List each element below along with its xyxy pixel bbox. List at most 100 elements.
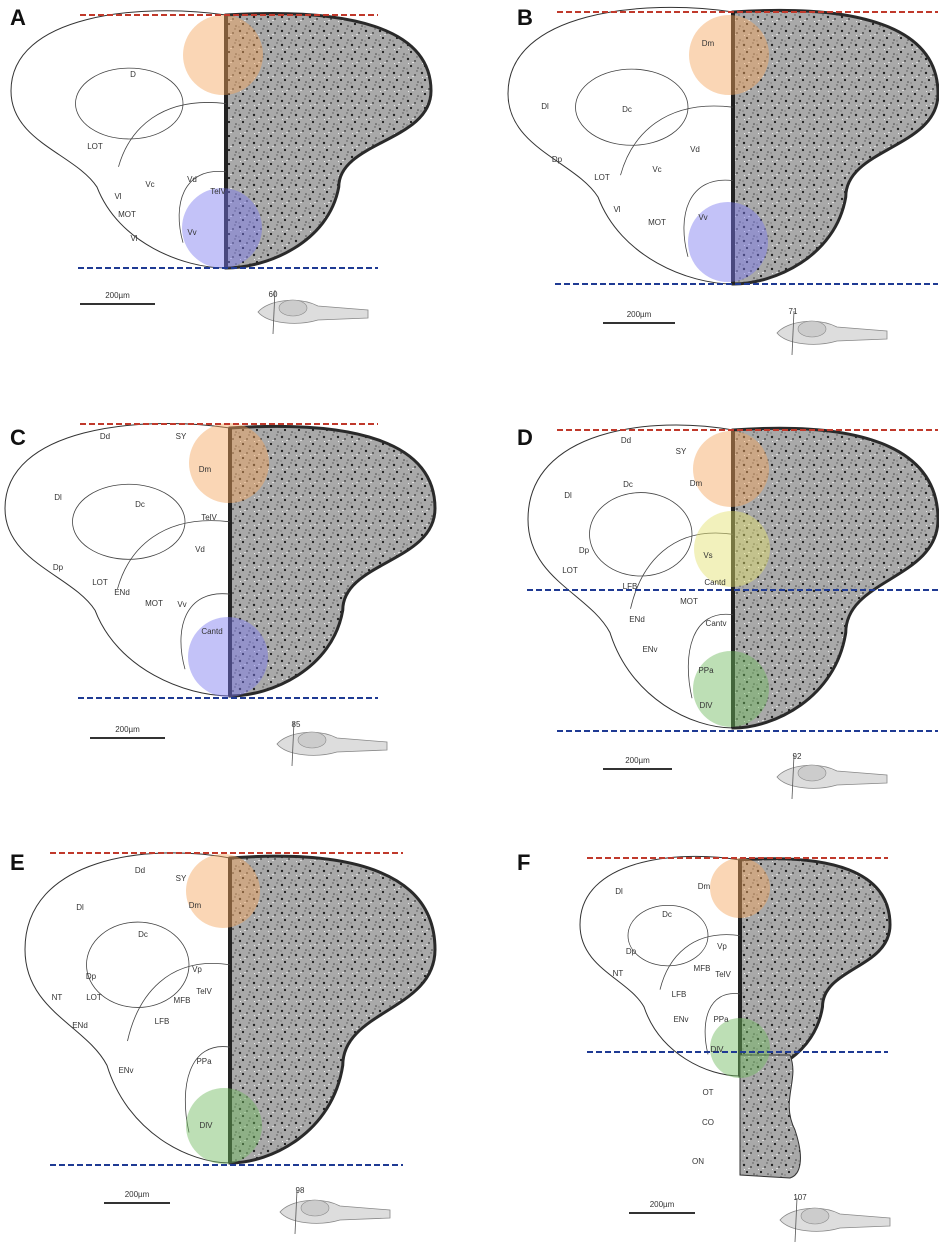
region-label: Dl <box>564 491 572 500</box>
region-label: LFB <box>623 582 638 591</box>
region-label: CO <box>702 1118 714 1127</box>
region-highlight <box>710 858 770 918</box>
brain-sketch <box>798 321 826 337</box>
region-label: DlV <box>700 701 714 710</box>
region-label: Vl <box>114 192 121 201</box>
region-label: NT <box>613 969 624 978</box>
region-highlight <box>694 511 770 587</box>
region-label: Dp <box>552 155 563 164</box>
region-label: ENv <box>118 1066 133 1075</box>
region-label: Dm <box>698 882 711 891</box>
panel-letter: B <box>517 5 533 30</box>
scale-label: 200µm <box>125 1190 150 1199</box>
region-label: LFB <box>155 1017 170 1026</box>
region-label: TelV <box>196 987 212 996</box>
region-label: Dm <box>199 465 212 474</box>
region-label: PPa <box>196 1057 212 1066</box>
region-label: ENv <box>642 645 657 654</box>
section-number: 71 <box>789 307 798 316</box>
region-label: ON <box>692 1157 704 1166</box>
section-number: 107 <box>793 1193 807 1202</box>
region-label: TelV <box>715 970 731 979</box>
region-highlight <box>693 431 769 507</box>
region-label: SY <box>176 432 187 441</box>
region-label: Dl <box>615 887 623 896</box>
region-label: Dp <box>626 947 637 956</box>
region-label: Dp <box>53 563 64 572</box>
scale-label: 200µm <box>650 1200 675 1209</box>
brain-sketch <box>798 765 826 781</box>
figure: D LOT Vc Vd TelV Vl MOT Vv Vl A 200µm 60 Dm Dl Dc Vd Dp L… <box>0 0 939 1248</box>
region-label: Vv <box>698 213 707 222</box>
region-label: Vd <box>690 145 700 154</box>
region-highlight <box>693 651 769 727</box>
region-label: Dc <box>135 500 145 509</box>
region-label: MOT <box>145 599 163 608</box>
region-label: Dc <box>138 930 148 939</box>
panel-letter: A <box>10 5 26 30</box>
region-highlight <box>188 617 268 697</box>
region-label: Vd <box>187 175 197 184</box>
region-label: Vv <box>187 228 196 237</box>
panel: DdSYDlDcDmVsDpLOTLFBCantdMOTENdCantvENvP… <box>517 425 938 799</box>
scale-label: 200µm <box>105 291 130 300</box>
region-label: Dd <box>135 866 145 875</box>
region-label: Dc <box>662 910 672 919</box>
section-number: 60 <box>269 290 278 299</box>
scale-label: 200µm <box>115 725 140 734</box>
region-label: Dm <box>189 901 202 910</box>
region-label: Dl <box>76 903 84 912</box>
region-label: Vp <box>717 942 727 951</box>
region-label: Dp <box>579 546 590 555</box>
region-label: Dl <box>54 493 62 502</box>
region-label: Vl <box>130 234 137 243</box>
panel-letter: F <box>517 850 530 875</box>
section-number: 85 <box>292 720 301 729</box>
region-label: LOT <box>86 993 102 1002</box>
region-label: SY <box>676 447 687 456</box>
panel-letter: E <box>10 850 25 875</box>
region-highlight <box>183 15 263 95</box>
region-label: Dl <box>541 102 549 111</box>
region-label: ENv <box>673 1015 688 1024</box>
brain-sketch <box>298 732 326 748</box>
region-label: Vd <box>195 545 205 554</box>
region-label: TelV <box>201 513 217 522</box>
region-label: Dm <box>702 39 715 48</box>
region-label: PPa <box>713 1015 729 1024</box>
region-label: Cantv <box>706 619 727 628</box>
region-label: LOT <box>92 578 108 587</box>
region-label: Vl <box>613 205 620 214</box>
region-label: Vp <box>192 965 202 974</box>
panel-letter: D <box>517 425 533 450</box>
region-label: MOT <box>118 210 136 219</box>
region-label: D <box>130 70 136 79</box>
region-label: DlV <box>200 1121 214 1130</box>
region-highlight <box>186 854 260 928</box>
brain-sketch <box>801 1208 829 1224</box>
region-label: DlV <box>711 1045 725 1054</box>
brain-sketch <box>301 1200 329 1216</box>
region-label: OT <box>702 1088 713 1097</box>
scale-label: 200µm <box>625 756 650 765</box>
region-label: Cantd <box>201 627 222 636</box>
region-label: Dm <box>690 479 703 488</box>
region-label: LOT <box>594 173 610 182</box>
region-highlight <box>186 1088 262 1164</box>
region-label: Vc <box>652 165 661 174</box>
region-label: PPa <box>698 666 714 675</box>
region-label: SY <box>176 874 187 883</box>
brain-sketch <box>279 300 307 316</box>
region-label: TelV <box>210 187 226 196</box>
panel-letter: C <box>10 425 26 450</box>
scale-label: 200µm <box>627 310 652 319</box>
region-highlight <box>689 15 769 95</box>
region-label: ENd <box>114 588 130 597</box>
region-label: ENd <box>72 1021 88 1030</box>
region-label: Dc <box>622 105 632 114</box>
region-label: MOT <box>680 597 698 606</box>
region-label: Dc <box>623 480 633 489</box>
